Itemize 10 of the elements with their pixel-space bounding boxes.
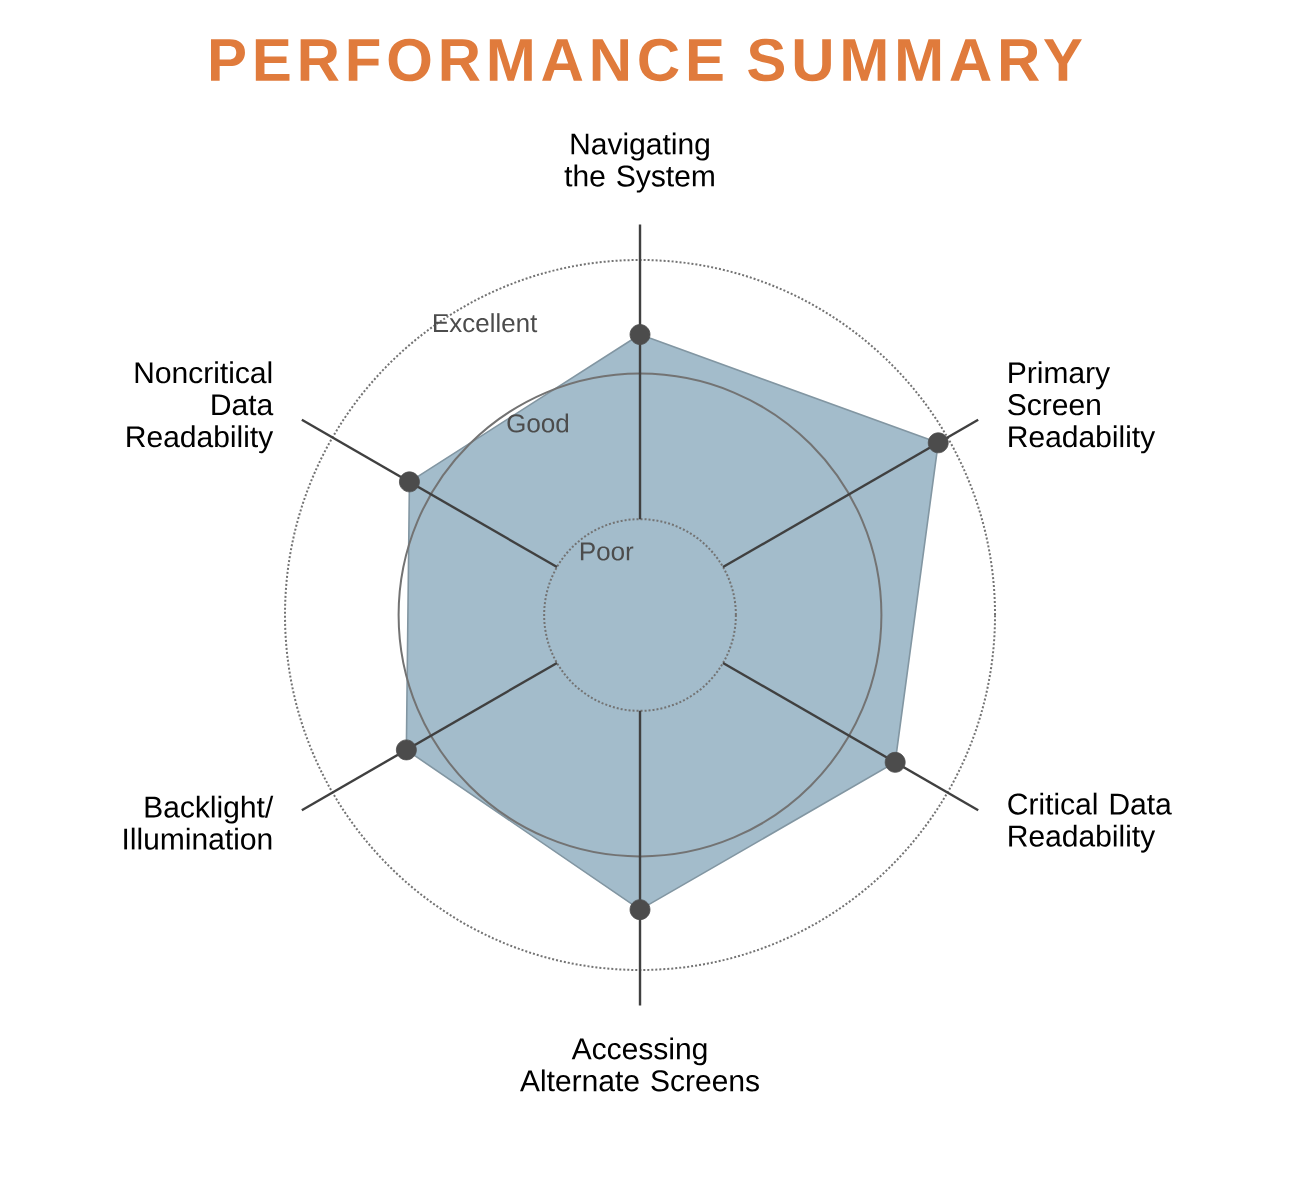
- y-tick-label: Poor: [580, 542, 634, 561]
- spoke-label: Backlight/ Illumination: [124, 795, 274, 850]
- spoke-label: Critical Data Readability: [1008, 792, 1172, 853]
- y-tick-label: Good: [507, 413, 569, 433]
- spoke-label: Accessing Alternate Screens: [520, 1037, 759, 1092]
- spoke-label: Noncritical Data Readability: [127, 361, 274, 454]
- chart-title: PERFORMANCE SUMMARY: [211, 38, 1082, 82]
- spoke-label: Primary Screen Readability: [1008, 361, 1156, 454]
- spoke-label: Navigating the System: [564, 132, 714, 193]
- y-tick-label: Excellent: [433, 313, 538, 333]
